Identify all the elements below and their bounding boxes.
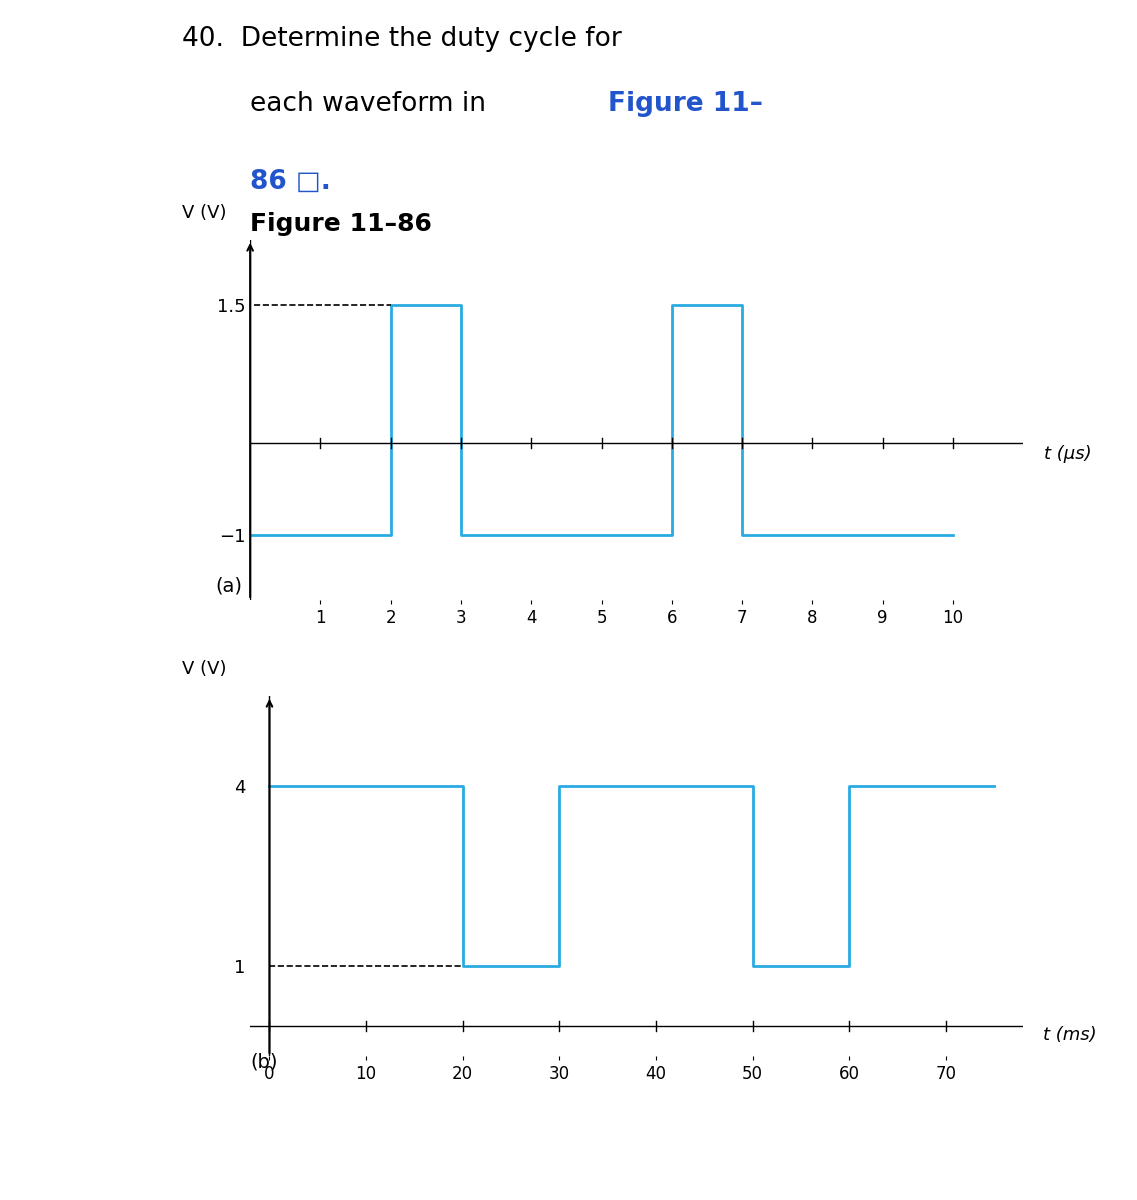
Text: t (ms): t (ms)	[1043, 1026, 1096, 1044]
Text: t (μs): t (μs)	[1045, 445, 1092, 463]
Text: (a): (a)	[215, 576, 242, 595]
Y-axis label: V (V): V (V)	[182, 204, 226, 222]
Text: (b): (b)	[250, 1054, 277, 1072]
Text: 86 □.: 86 □.	[250, 168, 331, 194]
Text: Figure 11–86: Figure 11–86	[250, 211, 432, 235]
Text: 40.  Determine the duty cycle for: 40. Determine the duty cycle for	[182, 26, 622, 52]
Text: each waveform in: each waveform in	[250, 91, 495, 116]
Y-axis label: V (V): V (V)	[182, 660, 226, 678]
Text: Figure 11–: Figure 11–	[608, 91, 763, 116]
